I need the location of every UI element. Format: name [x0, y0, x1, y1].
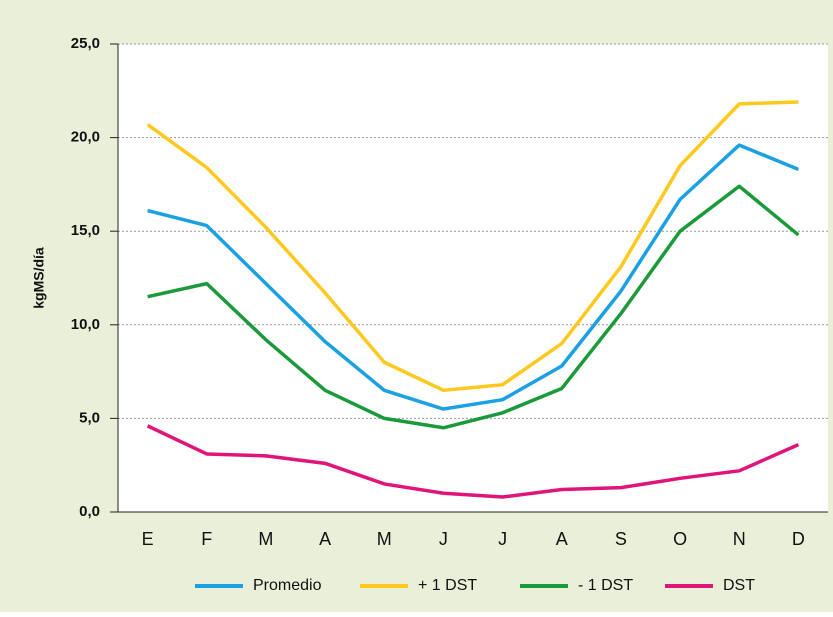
x-tick-label: N [733, 529, 746, 549]
series-line [147, 184, 800, 430]
legend-label: - 1 DST [578, 577, 633, 594]
x-tick-label: S [615, 529, 627, 549]
x-tick-label: F [201, 529, 212, 549]
x-tick-label: D [792, 529, 805, 549]
series-line [146, 424, 800, 499]
x-tick-label: A [556, 529, 568, 549]
y-tick-label: 5,0 [79, 409, 100, 426]
y-tick-label: 0,0 [79, 503, 100, 520]
x-tick-label: E [142, 529, 154, 549]
series-line [147, 143, 800, 411]
x-tick-label: M [258, 529, 273, 549]
y-tick-label: 10,0 [71, 316, 100, 333]
y-tick-label: 25,0 [71, 35, 100, 52]
x-tick-label: O [673, 529, 687, 549]
legend-label: + 1 DST [418, 577, 477, 594]
legend-label: Promedio [253, 577, 322, 594]
plot-area [118, 44, 828, 512]
x-tick-label: M [377, 529, 392, 549]
legend-label: DST [723, 577, 755, 594]
y-tick-label: 15,0 [71, 222, 100, 239]
x-tick-label: J [439, 529, 448, 549]
x-tick-label: A [319, 529, 331, 549]
series-line [146, 100, 799, 393]
x-tick-label: J [498, 529, 507, 549]
y-tick-label: 20,0 [71, 129, 100, 146]
y-axis-label: kgMS/día [31, 247, 47, 309]
